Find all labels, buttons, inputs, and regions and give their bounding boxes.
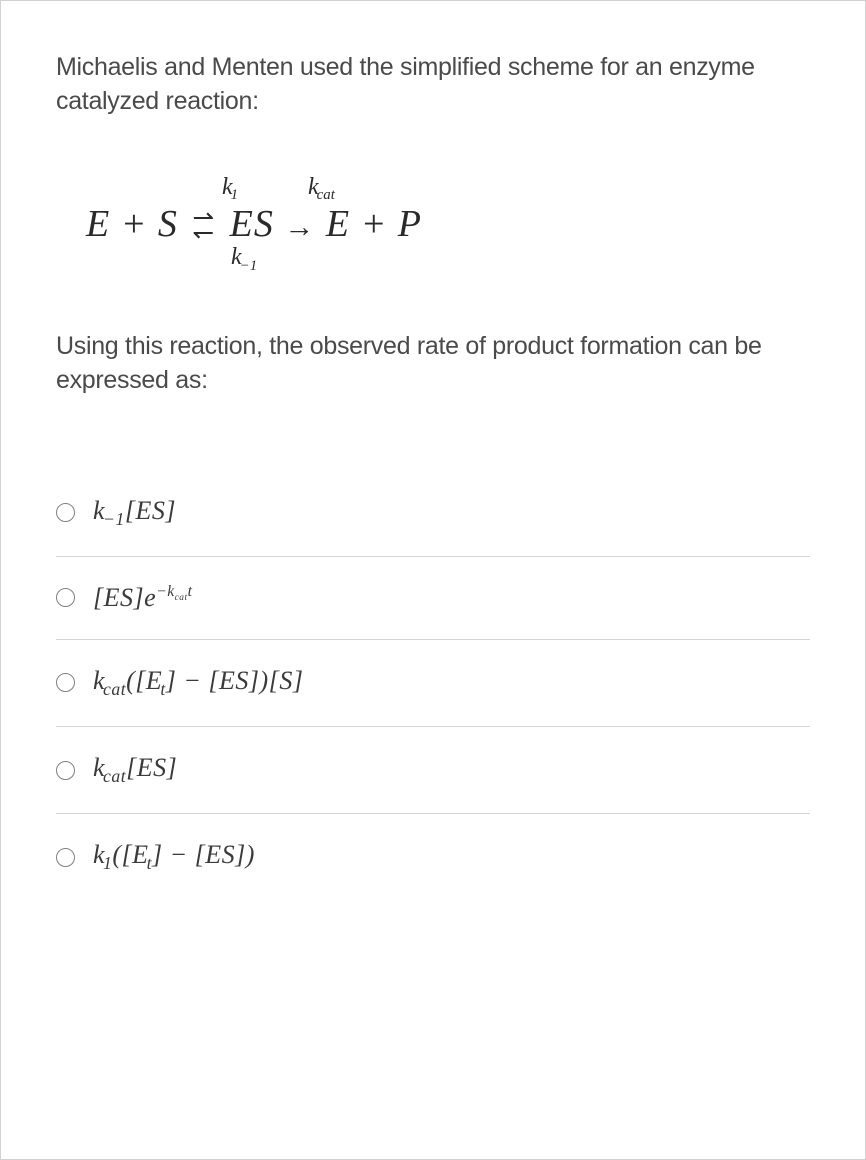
option-label: k1([Et] − [ES]) xyxy=(93,840,255,874)
radio-button[interactable] xyxy=(56,588,75,607)
radio-button[interactable] xyxy=(56,761,75,780)
options-list: k−1[ES] [ES]e−kcatt kcat([Et] − [ES])[S] kc… xyxy=(56,470,810,901)
equation-main: E + S ⇀↽ ES → E + P xyxy=(86,202,810,246)
question-intro: Michaelis and Menten used the simplified… xyxy=(56,51,810,119)
option-row[interactable]: k−1[ES] xyxy=(56,470,810,557)
option-row[interactable]: [ES]e−kcatt xyxy=(56,557,810,640)
option-label: [ES]e−kcatt xyxy=(93,583,192,613)
equation-top-labels: k1 kcat xyxy=(222,174,810,205)
option-label: k−1[ES] xyxy=(93,496,176,530)
option-row[interactable]: k1([Et] − [ES]) xyxy=(56,814,810,900)
equation-bottom-label: k−1 xyxy=(231,244,810,275)
question-container: Michaelis and Menten used the simplified… xyxy=(0,0,866,1160)
reaction-equation: k1 kcat E + S ⇀↽ ES → E + P k−1 xyxy=(86,174,810,276)
radio-button[interactable] xyxy=(56,848,75,867)
radio-button[interactable] xyxy=(56,503,75,522)
option-row[interactable]: kcat([Et] − [ES])[S] xyxy=(56,640,810,727)
option-row[interactable]: kcat[ES] xyxy=(56,727,810,814)
option-label: kcat[ES] xyxy=(93,753,177,787)
radio-button[interactable] xyxy=(56,673,75,692)
forward-arrow: → xyxy=(284,211,315,244)
question-prompt: Using this reaction, the observed rate o… xyxy=(56,330,810,398)
option-label: kcat([Et] − [ES])[S] xyxy=(93,666,303,700)
equilibrium-arrows: ⇀↽ xyxy=(192,211,215,240)
